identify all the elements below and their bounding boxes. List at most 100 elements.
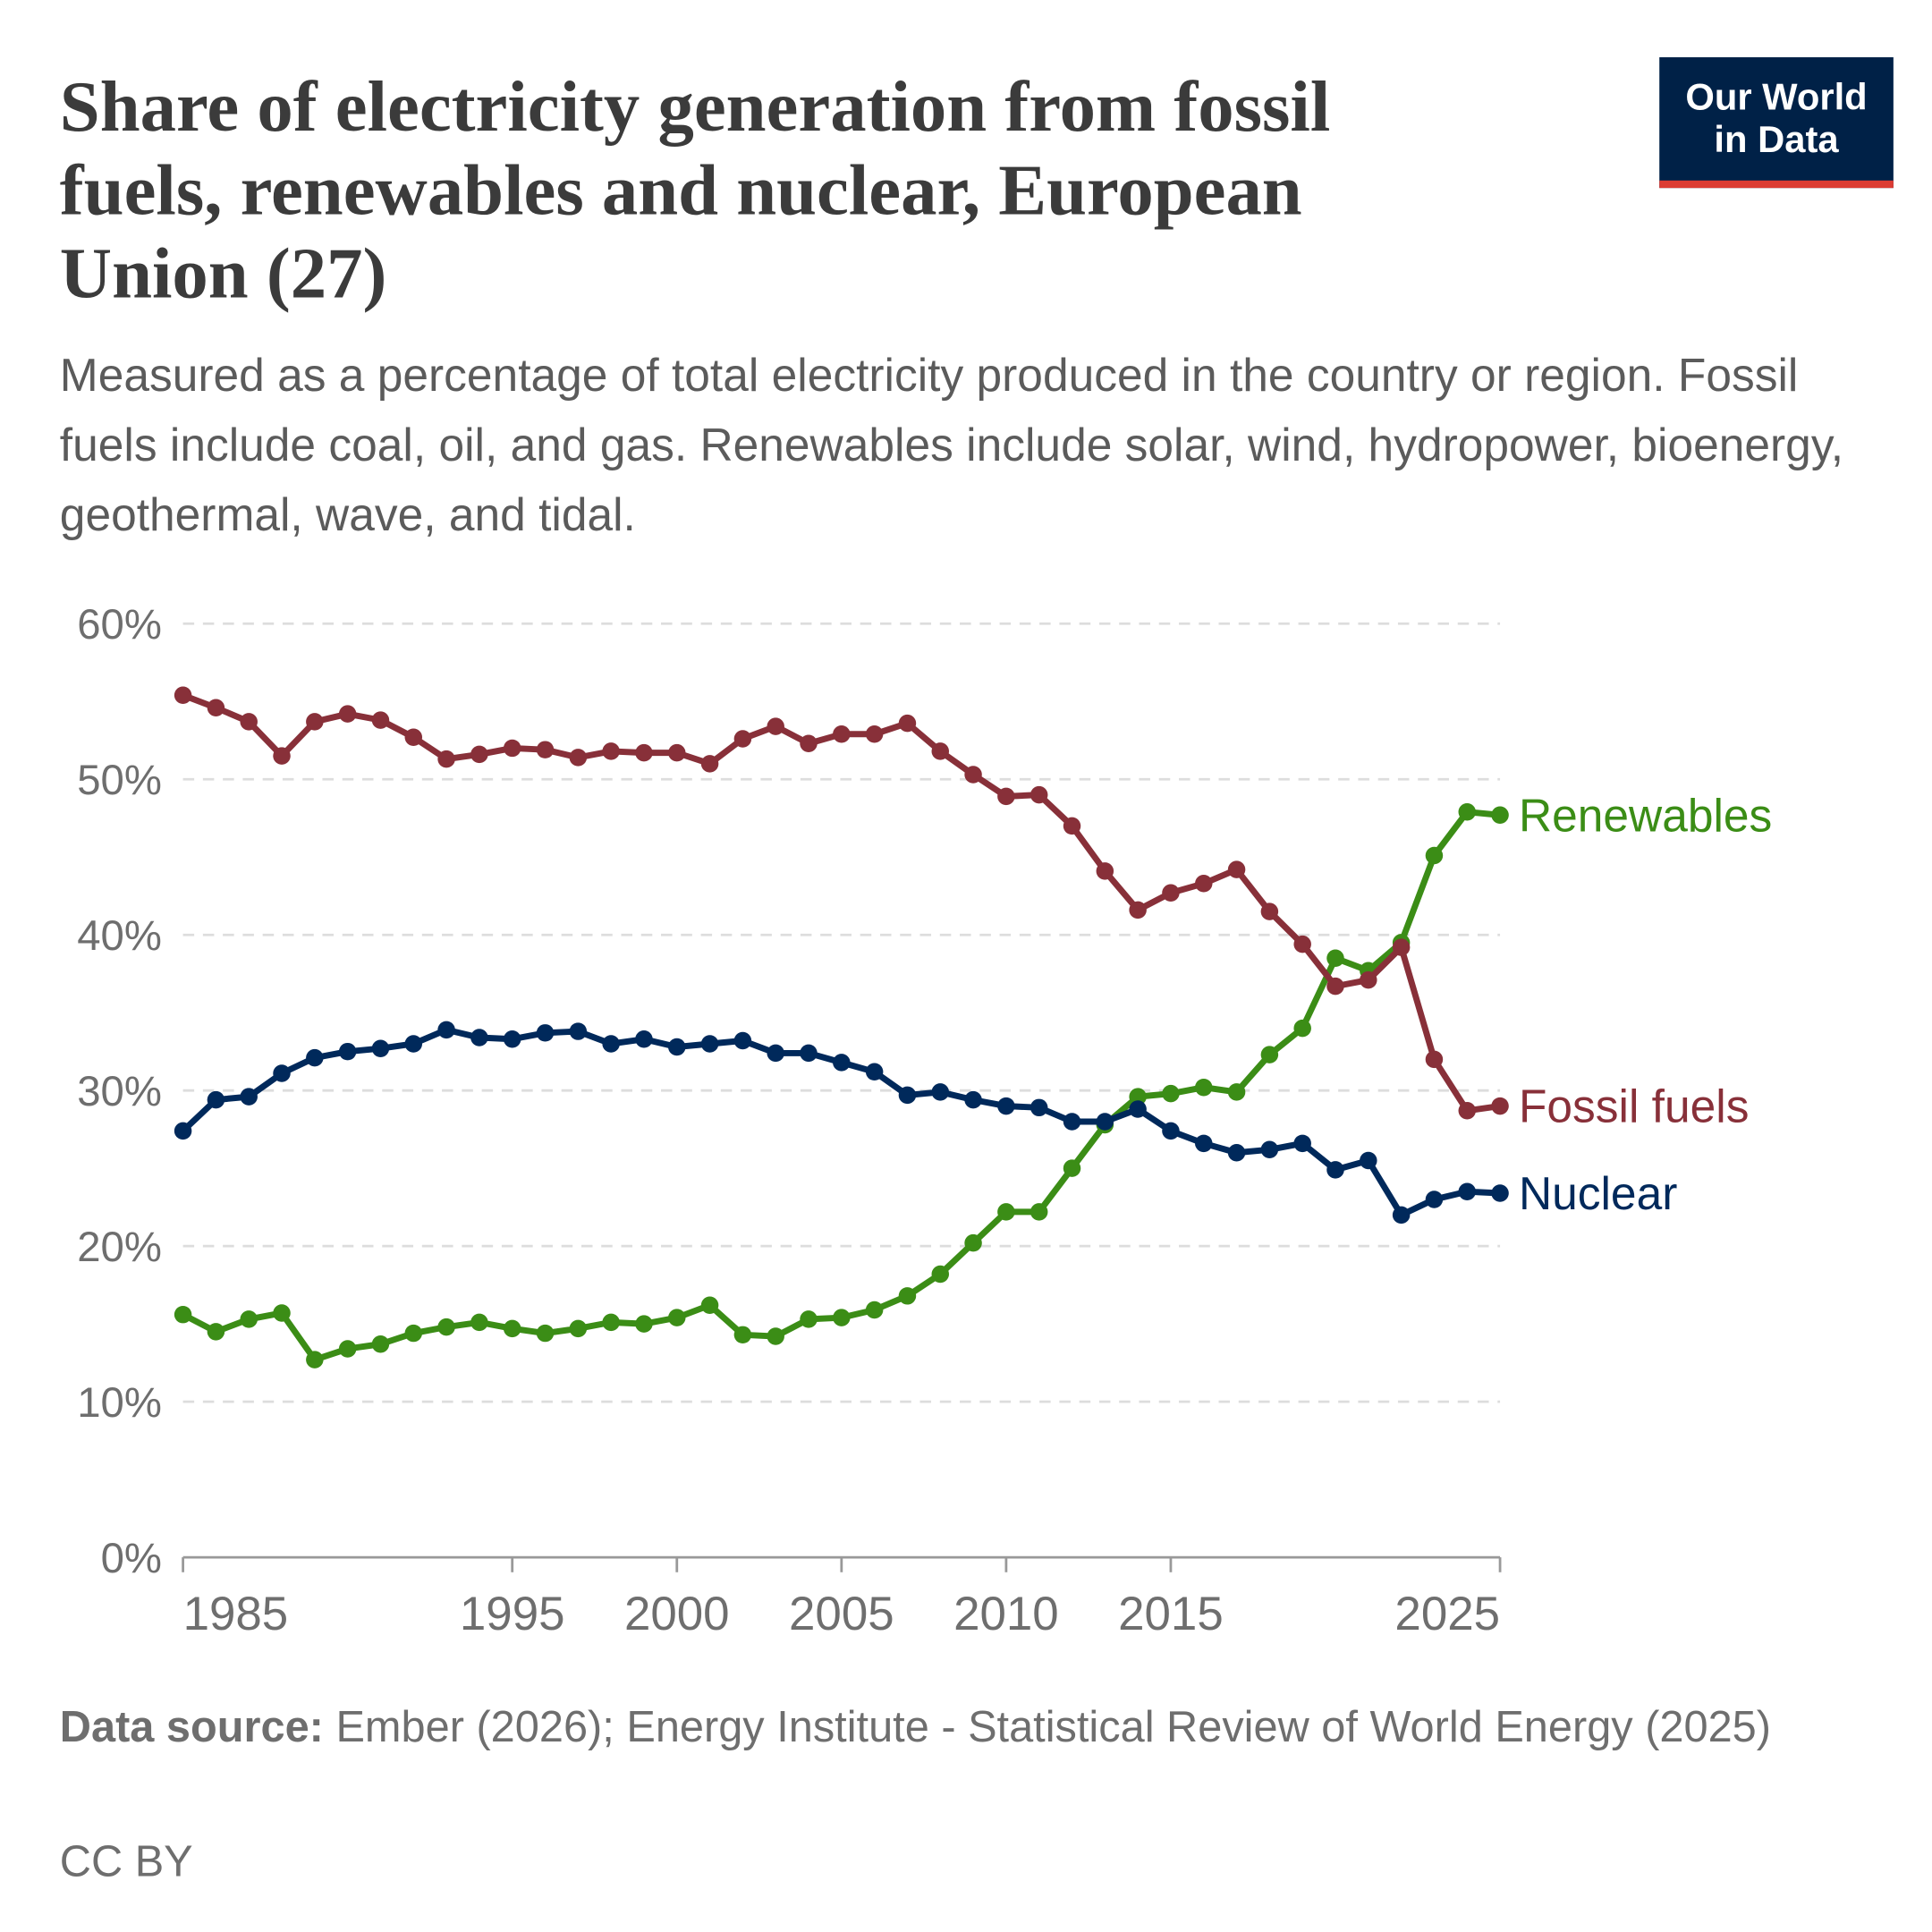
point — [1195, 1134, 1213, 1153]
point — [1129, 1100, 1147, 1118]
point — [800, 1310, 818, 1328]
point — [1096, 862, 1114, 880]
point — [371, 1335, 390, 1353]
point — [1030, 1203, 1048, 1221]
point — [833, 725, 851, 743]
series-label: Nuclear — [1519, 1167, 1677, 1219]
point — [207, 1090, 225, 1109]
source-label: Data source: — [59, 1702, 324, 1752]
point — [1162, 884, 1180, 902]
point — [1129, 1088, 1147, 1106]
point — [833, 1309, 851, 1326]
point — [470, 1313, 488, 1332]
series-line — [181, 809, 1501, 1363]
point — [997, 1203, 1015, 1221]
logo-text: Our World in Data — [1685, 76, 1868, 160]
point — [800, 734, 818, 752]
point — [240, 713, 258, 731]
point — [964, 1233, 982, 1252]
point — [1260, 1046, 1279, 1063]
series-label: Renewables — [1519, 789, 1772, 841]
point — [174, 1305, 192, 1324]
point — [306, 1048, 324, 1067]
point — [536, 741, 555, 758]
point — [1360, 1151, 1377, 1170]
point — [1195, 1078, 1213, 1097]
license: CC BY — [59, 1837, 193, 1886]
point — [700, 755, 719, 773]
point — [733, 1031, 752, 1050]
point — [536, 1024, 555, 1042]
point — [898, 1086, 917, 1105]
chart-subtitle: Measured as a percentage of total electr… — [59, 350, 1844, 541]
point — [1293, 1134, 1311, 1153]
chart-title: Share of electricity generation from fos… — [59, 65, 1331, 314]
point — [1392, 1206, 1411, 1224]
point — [833, 1054, 851, 1072]
point — [273, 1304, 291, 1322]
y-tick-label: 50% — [77, 757, 162, 804]
point — [240, 1310, 258, 1328]
point — [635, 1315, 653, 1333]
point — [865, 725, 884, 743]
point — [306, 1351, 324, 1368]
point — [964, 766, 982, 784]
point — [174, 1122, 192, 1140]
x-tick-label: 1985 — [183, 1588, 289, 1640]
point — [767, 1327, 784, 1345]
point — [668, 1038, 686, 1056]
point — [602, 1313, 620, 1332]
point — [1129, 901, 1147, 919]
point — [207, 1323, 225, 1341]
point — [602, 1035, 620, 1053]
point — [1162, 1122, 1180, 1140]
point — [207, 699, 225, 716]
point — [404, 728, 423, 747]
x-tick-label: 2025 — [1394, 1588, 1500, 1640]
point — [997, 787, 1015, 806]
point — [273, 1064, 291, 1082]
point — [1195, 875, 1213, 893]
point — [1063, 1113, 1081, 1131]
point — [338, 1340, 357, 1358]
point — [338, 1042, 357, 1061]
point — [964, 1090, 982, 1109]
point — [1293, 935, 1311, 953]
point — [503, 739, 521, 758]
point — [668, 1309, 686, 1326]
point — [1425, 1191, 1444, 1208]
point — [569, 749, 588, 767]
point — [306, 713, 324, 731]
x-tick-label: 2000 — [624, 1588, 730, 1640]
point — [733, 730, 752, 748]
y-tick-label: 10% — [77, 1379, 162, 1427]
point — [1260, 1140, 1279, 1159]
point — [700, 1035, 719, 1053]
series-label: Fossil fuels — [1519, 1080, 1750, 1132]
y-tick-label: 30% — [77, 1068, 162, 1115]
point — [1096, 1113, 1114, 1131]
point — [602, 742, 620, 760]
point — [1425, 846, 1444, 865]
point — [174, 686, 192, 705]
point — [1227, 1083, 1246, 1101]
point — [470, 1029, 488, 1046]
point — [1227, 860, 1246, 878]
x-tick-label: 1995 — [460, 1588, 565, 1640]
logo[interactable]: Our World in Data — [1659, 57, 1894, 189]
point — [1392, 938, 1411, 956]
point — [338, 705, 357, 723]
point — [1425, 1050, 1444, 1069]
point — [668, 743, 686, 762]
point — [767, 717, 784, 735]
point — [635, 743, 653, 762]
y-tick-label: 20% — [77, 1224, 162, 1271]
point — [437, 750, 455, 768]
point — [931, 1083, 950, 1101]
point — [931, 742, 950, 760]
y-tick-label: 0% — [101, 1535, 162, 1582]
point — [371, 711, 390, 729]
point — [503, 1030, 521, 1048]
point — [800, 1044, 818, 1063]
